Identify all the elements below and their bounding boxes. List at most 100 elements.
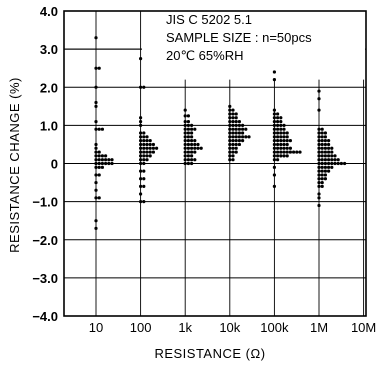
data-point	[186, 114, 190, 118]
data-point	[339, 161, 343, 166]
data-point	[186, 131, 190, 135]
data-point	[241, 135, 245, 139]
data-point	[323, 135, 327, 139]
data-point	[272, 165, 276, 169]
data-point	[320, 161, 324, 166]
data-point	[183, 146, 187, 150]
x-tick-label: 1k	[178, 320, 192, 335]
data-point	[317, 161, 321, 166]
data-point	[94, 165, 98, 169]
data-point	[94, 100, 98, 105]
data-point	[199, 146, 203, 150]
data-point	[148, 142, 152, 147]
data-point	[193, 139, 197, 143]
data-point	[196, 146, 200, 150]
data-point	[228, 158, 232, 162]
data-point	[237, 131, 241, 135]
data-point	[142, 161, 146, 166]
data-point	[343, 161, 347, 166]
data-point	[94, 219, 98, 223]
data-point	[97, 127, 101, 131]
data-point	[323, 169, 327, 173]
data-point	[142, 150, 146, 154]
data-point	[228, 112, 232, 116]
data-point	[231, 116, 235, 120]
data-point	[142, 154, 146, 158]
data-point	[279, 142, 283, 147]
data-point	[107, 161, 111, 166]
data-point	[190, 146, 194, 150]
data-point	[190, 154, 194, 158]
data-point	[228, 150, 232, 154]
data-point	[330, 158, 334, 162]
data-point	[320, 135, 324, 139]
data-point	[100, 127, 104, 131]
data-point	[276, 112, 280, 116]
data-point	[317, 184, 321, 188]
y-tick-label: −1.0	[32, 195, 58, 210]
data-point	[276, 142, 280, 147]
data-point	[330, 154, 334, 158]
data-point	[320, 127, 324, 131]
data-point	[231, 127, 235, 131]
data-point	[183, 139, 187, 143]
data-point	[145, 150, 149, 154]
data-point	[320, 139, 324, 143]
data-point	[282, 142, 286, 147]
y-tick-labels: 4.0 3.0 2.0 1.0 0 −1.0 −2.0 −3.0 −4.0	[32, 4, 58, 324]
annotation-conditions: 20℃ 65%RH	[166, 48, 243, 63]
data-point	[186, 146, 190, 150]
data-point	[228, 154, 232, 158]
x-tick-label: 10M	[351, 320, 376, 335]
annotation-area	[142, 12, 365, 80]
data-point	[285, 135, 289, 139]
data-point	[139, 169, 143, 173]
data-point	[276, 150, 280, 154]
data-point	[145, 139, 149, 143]
data-point	[148, 146, 152, 150]
data-point	[190, 150, 194, 154]
annotation-backdrop	[64, 12, 365, 80]
data-point	[196, 142, 200, 147]
data-point	[320, 165, 324, 169]
data-point	[279, 146, 283, 150]
data-point	[244, 135, 248, 139]
data-point	[317, 196, 321, 200]
data-point	[241, 123, 245, 127]
data-point	[282, 123, 286, 127]
data-point	[193, 150, 197, 154]
data-point	[155, 146, 159, 150]
data-point	[323, 146, 327, 150]
data-point	[317, 169, 321, 173]
plot-frame	[63, 10, 367, 317]
data-point	[142, 177, 146, 181]
data-point	[285, 146, 289, 150]
data-point	[272, 119, 276, 124]
data-point	[94, 85, 98, 89]
data-point	[336, 158, 340, 162]
data-point	[282, 146, 286, 150]
data-point	[317, 108, 321, 112]
data-point	[186, 135, 190, 139]
data-point	[94, 104, 98, 108]
data-point	[186, 154, 190, 158]
data-point	[320, 150, 324, 154]
data-point	[139, 184, 143, 188]
data-point	[186, 139, 190, 143]
data-point	[142, 184, 146, 188]
data-point	[139, 150, 143, 154]
data-point	[193, 142, 197, 147]
data-point	[285, 154, 289, 158]
data-point	[317, 97, 321, 101]
data-point	[272, 173, 276, 177]
data-point	[298, 150, 302, 154]
data-point	[110, 161, 114, 166]
data-point	[234, 142, 238, 147]
data-point	[272, 184, 276, 188]
data-point	[276, 131, 280, 135]
data-point	[276, 135, 280, 139]
data-point	[97, 154, 101, 158]
data-point	[139, 192, 143, 196]
data-point	[100, 161, 104, 166]
